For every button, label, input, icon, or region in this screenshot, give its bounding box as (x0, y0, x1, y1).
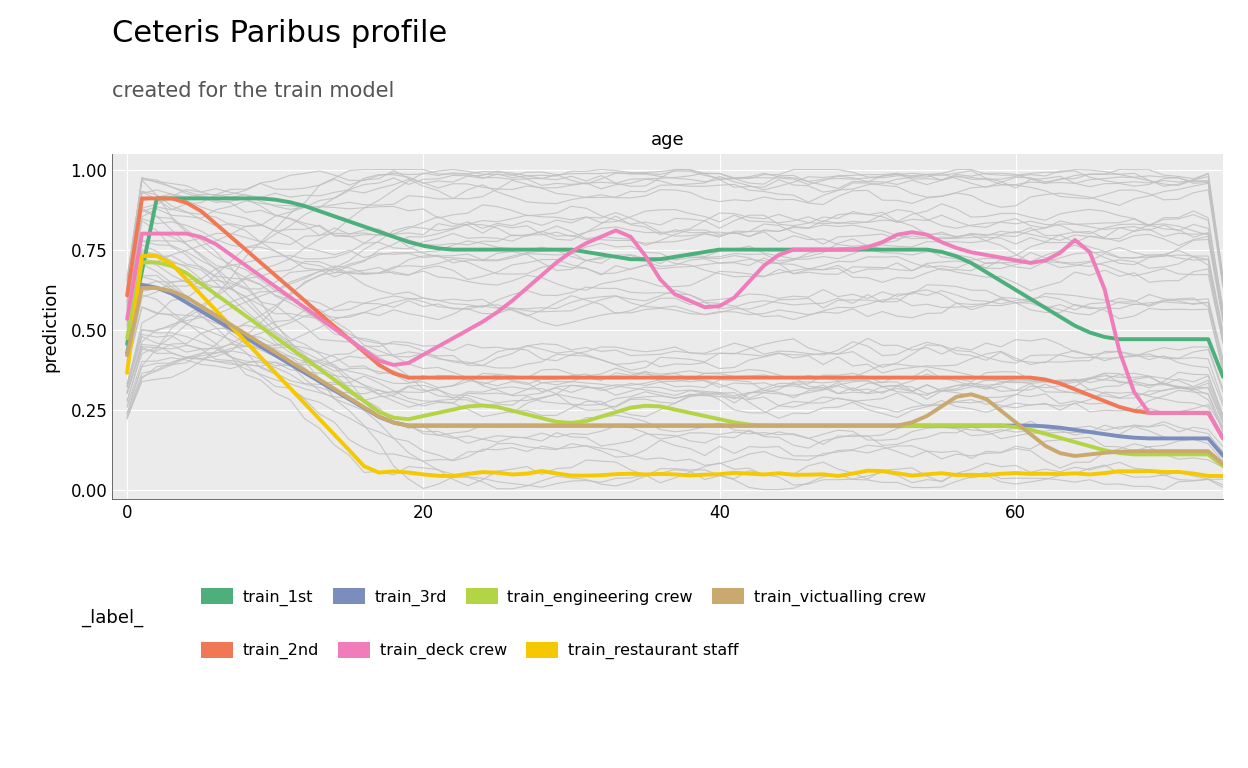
X-axis label: age: age (651, 131, 684, 149)
Legend: train_2nd, train_deck crew, train_restaurant staff: train_2nd, train_deck crew, train_restau… (201, 641, 739, 660)
Text: Ceteris Paribus profile: Ceteris Paribus profile (112, 19, 448, 48)
Legend: train_1st, train_3rd, train_engineering crew, train_victualling crew: train_1st, train_3rd, train_engineering … (201, 588, 926, 606)
Text: _label_: _label_ (81, 609, 144, 627)
Text: created for the train model: created for the train model (112, 81, 394, 101)
Y-axis label: prediction: prediction (41, 281, 60, 372)
